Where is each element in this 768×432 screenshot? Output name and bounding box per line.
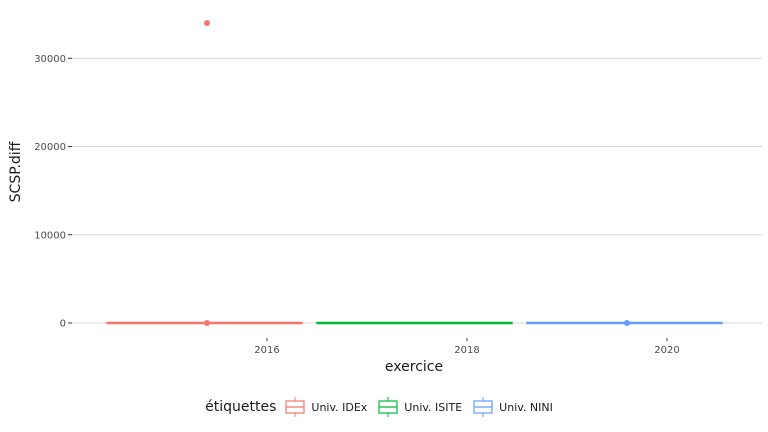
x-axis: 2016 2018 2020 [254,338,680,356]
y-tick-label: 0 [60,319,66,330]
outlier-point [204,320,210,326]
legend-key-nini [473,397,493,417]
boxplots [106,20,723,326]
y-tick-label: 30000 [34,54,66,65]
legend-item-nini: Univ. NINI [472,396,553,418]
legend: étiquettes Univ. IDEx Univ. ISITE Univ. … [0,394,768,420]
legend-label-idex: Univ. IDEx [311,400,368,414]
legend-key-idex [285,397,305,417]
legend-item-isite: Univ. ISITE [377,396,462,418]
legend-label-isite: Univ. ISITE [404,400,463,414]
legend-title: étiquettes [205,399,277,415]
x-axis-title: exercice [385,359,443,375]
x-tick-label: 2016 [254,345,279,356]
legend-label-nini: Univ. NINI [499,400,553,414]
x-tick-label: 2018 [454,345,479,356]
grid [72,57,762,324]
y-tick-label: 10000 [34,230,66,241]
legend-item-idex: Univ. IDEx [284,396,367,418]
outlier-point [204,20,210,26]
outlier-point [624,320,630,326]
y-tick-label: 20000 [34,142,66,153]
x-tick-label: 2020 [654,345,679,356]
legend-key-isite [378,397,398,417]
y-axis: 0 10000 20000 30000 [34,54,72,330]
y-axis-title: SCSP.diff [8,141,24,202]
